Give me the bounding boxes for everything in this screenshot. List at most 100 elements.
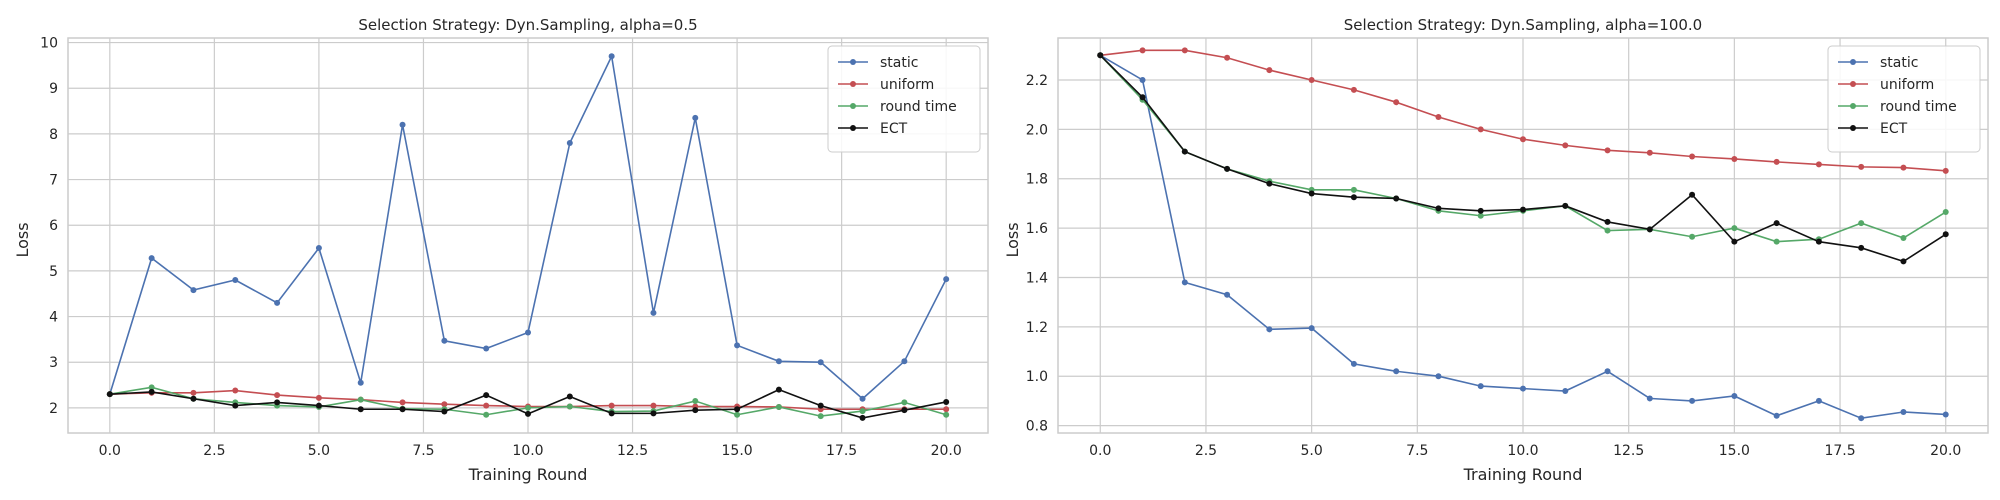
data-point	[1393, 99, 1400, 106]
y-tick-label: 2.0	[1026, 122, 1048, 138]
data-point	[441, 401, 448, 408]
legend-box	[1827, 45, 1981, 153]
y-axis-label: Loss	[1003, 222, 1022, 257]
data-point	[1731, 238, 1738, 245]
data-point	[1350, 186, 1357, 193]
data-point	[1181, 148, 1188, 155]
data-point	[148, 255, 155, 262]
y-tick-label: 3	[49, 355, 58, 371]
data-point	[483, 392, 490, 399]
data-point	[650, 402, 657, 409]
y-tick-label: 1.2	[1026, 320, 1048, 336]
data-point	[901, 407, 908, 414]
data-point	[232, 402, 239, 409]
data-point	[1520, 136, 1526, 143]
data-point	[817, 413, 824, 420]
data-point	[1266, 326, 1273, 333]
legend-marker	[850, 59, 856, 65]
data-point	[399, 399, 406, 406]
data-point	[1773, 238, 1780, 245]
data-point	[441, 337, 448, 344]
data-point	[315, 245, 322, 252]
data-point	[190, 395, 197, 402]
data-point	[1350, 86, 1357, 93]
data-point	[1900, 258, 1907, 265]
data-point	[1646, 226, 1653, 233]
data-point	[357, 406, 364, 413]
y-tick-label: 4	[49, 310, 58, 326]
x-tick-label: 10.0	[512, 443, 543, 459]
data-point	[1858, 244, 1865, 251]
data-point	[232, 277, 239, 284]
data-point	[483, 345, 490, 352]
data-point	[1900, 164, 1907, 171]
data-point	[1689, 191, 1696, 198]
data-point	[1139, 94, 1146, 101]
data-point	[901, 358, 908, 365]
legend-label: uniform	[880, 77, 934, 93]
data-point	[1520, 385, 1526, 392]
x-axis-label: Training Round	[1463, 465, 1583, 484]
y-tick-label: 9	[49, 81, 58, 97]
legend-marker	[1850, 81, 1856, 87]
data-point	[1773, 158, 1780, 165]
y-tick-label: 2.2	[1026, 73, 1048, 89]
data-point	[1350, 360, 1357, 367]
data-point	[1731, 392, 1738, 399]
plot-frame	[67, 37, 989, 434]
data-point	[692, 398, 699, 405]
data-point	[148, 384, 155, 391]
chart-panel-left: Selection Strategy: Dyn.Sampling, alpha=…	[13, 16, 989, 484]
data-point	[1562, 202, 1569, 209]
y-tick-label: 5	[49, 264, 58, 280]
plot-frame	[1057, 37, 1989, 434]
chart-panel-right: Selection Strategy: Dyn.Sampling, alpha=…	[1003, 16, 1989, 484]
data-point	[525, 410, 531, 417]
data-point	[1520, 206, 1526, 213]
x-tick-label: 20.0	[931, 443, 962, 459]
data-point	[106, 391, 113, 398]
data-point	[775, 403, 782, 410]
data-point	[1435, 114, 1442, 120]
data-point	[566, 403, 573, 410]
y-tick-label: 1.8	[1026, 172, 1048, 188]
data-point	[943, 411, 950, 418]
data-point	[525, 404, 531, 411]
data-point	[1942, 209, 1949, 216]
x-tick-label: 5.0	[1301, 443, 1323, 459]
data-point	[1646, 395, 1653, 402]
data-point	[483, 411, 490, 418]
chart-title: Selection Strategy: Dyn.Sampling, alpha=…	[1344, 16, 1702, 34]
data-point	[608, 53, 615, 60]
data-point	[525, 329, 531, 336]
data-point	[1477, 207, 1484, 214]
data-point	[1224, 291, 1231, 298]
x-tick-label: 5.0	[308, 443, 330, 459]
legend-marker	[1850, 59, 1856, 65]
data-point	[1139, 47, 1146, 54]
data-point	[1942, 411, 1949, 418]
data-point	[190, 287, 197, 294]
data-point	[608, 410, 615, 417]
data-point	[357, 379, 364, 386]
data-point	[1689, 153, 1696, 160]
legend-marker	[850, 81, 856, 87]
data-point	[1900, 234, 1907, 241]
data-point	[1773, 412, 1780, 419]
data-point	[775, 358, 782, 365]
y-tick-label: 0.8	[1026, 419, 1048, 435]
x-axis-label: Training Round	[468, 465, 588, 484]
data-point	[1858, 415, 1865, 422]
y-axis-label: Loss	[13, 222, 32, 257]
data-point	[1435, 205, 1442, 212]
data-point	[1393, 368, 1400, 375]
x-tick-label: 10.0	[1507, 443, 1538, 459]
x-tick-label: 12.5	[1613, 443, 1644, 459]
legend-marker	[850, 103, 856, 109]
data-point	[1477, 383, 1484, 390]
y-tick-label: 6	[49, 218, 58, 234]
data-point	[357, 396, 364, 403]
data-point	[608, 402, 615, 409]
data-point	[650, 410, 657, 417]
